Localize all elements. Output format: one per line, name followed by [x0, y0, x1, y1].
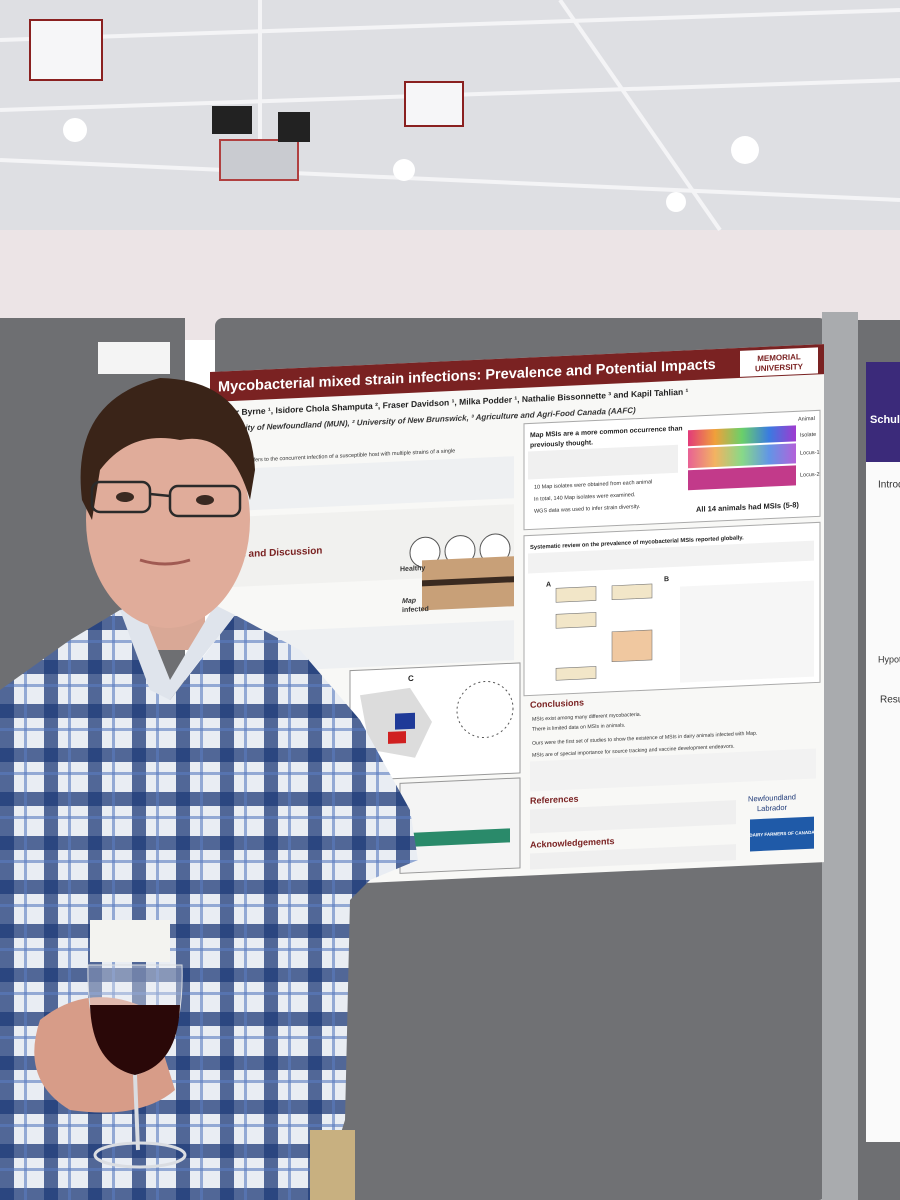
table-header: [410, 828, 510, 847]
bullet: 10 Map isolates were obtained from each …: [534, 479, 652, 490]
bridge: [149, 492, 171, 498]
glass-stem: [133, 1074, 140, 1151]
hair: [80, 378, 256, 520]
heatmap-row: [688, 443, 796, 469]
glass-base: [93, 1141, 187, 1169]
sponsor: Newfoundland: [748, 792, 796, 803]
side-poster: [866, 362, 900, 1142]
board-post: [822, 312, 858, 1200]
section-heading: Conclusions: [530, 697, 584, 709]
panel-label: A: [546, 581, 551, 588]
map-msis-text: previously thought.: [530, 439, 593, 449]
ceiling-light: [731, 136, 759, 164]
lens: [90, 480, 152, 514]
sponsor: Labrador: [757, 803, 788, 813]
ceiling-light: [63, 118, 87, 142]
panel-label: C: [408, 674, 414, 683]
flow-box: [555, 612, 597, 629]
references: [530, 800, 736, 834]
heatmap-label: Animal: [798, 416, 815, 423]
logo-text: UNIVERSITY: [755, 362, 804, 373]
panel-label: B: [664, 576, 669, 583]
truss: [0, 158, 900, 202]
section-heading: References: [530, 794, 579, 806]
text-block: [530, 748, 816, 792]
section-heading: ults and Discussion: [228, 546, 322, 561]
image-label: Healthy: [400, 565, 425, 573]
bullet: WGS data was used to infer strain divers…: [534, 504, 641, 515]
logo-box: [740, 347, 818, 377]
section-heading: Acknowledgements: [530, 836, 614, 850]
sponsor-logo: [750, 816, 814, 852]
heatmap-label: Isolate: [800, 432, 816, 439]
side-poster-section: Hypothe: [878, 654, 900, 664]
flow-diagram: [555, 583, 653, 681]
map-region: [388, 731, 406, 744]
conclusion: MSIs exist among many different mycobact…: [532, 712, 641, 723]
ceiling-light: [666, 192, 686, 212]
sponsor: DAIRY FARMERS OF CANADA: [749, 830, 815, 838]
flow-box: [611, 583, 653, 601]
side-poster-name: Schulich: [870, 414, 900, 426]
wine: [90, 1005, 180, 1075]
eye: [196, 495, 214, 505]
poster-header: [210, 344, 824, 402]
heatmap-label: Locus-2: [800, 472, 820, 479]
network: [456, 680, 514, 739]
acknowledgements: [530, 844, 736, 870]
side-poster-section: Introdu: [878, 480, 900, 491]
truss: [558, 0, 722, 232]
speaker: [212, 106, 252, 134]
tissue-band: [422, 576, 514, 587]
flow-box: [555, 586, 597, 603]
eye: [116, 492, 134, 502]
light-fixture: [29, 19, 103, 81]
name-badge: [90, 920, 170, 962]
text-block: [214, 456, 514, 512]
mouth: [139, 558, 191, 566]
trousers: [310, 1130, 355, 1200]
glasses: [90, 480, 242, 518]
side-poster-section: Resul: [880, 695, 900, 706]
board-sign: [98, 342, 170, 374]
heatmap-row: [688, 465, 796, 491]
map-region: [395, 712, 415, 730]
truss: [0, 8, 900, 42]
heatmap-label: Locus-1: [800, 450, 820, 457]
backboard: [219, 139, 299, 181]
image-label: Map: [402, 597, 417, 605]
tree-figure: [399, 777, 521, 874]
side-poster-header: [866, 362, 900, 462]
flow-box: [611, 629, 653, 663]
text-block: [528, 540, 814, 574]
bullet: In total, 140 Map isolates were examined…: [534, 492, 636, 503]
lens: [168, 484, 242, 518]
heatmap-row: [688, 425, 796, 447]
speaker: [278, 112, 310, 142]
text-block: [528, 444, 678, 480]
table: [680, 580, 814, 683]
face: [86, 412, 250, 628]
logo-text: MEMORIAL: [757, 352, 801, 363]
flow-box: [555, 666, 597, 681]
ceiling-light: [393, 159, 415, 181]
conclusion: There is limited data on MSIs in animals…: [532, 723, 625, 733]
image-label: infected: [402, 606, 429, 614]
light-fixture: [404, 81, 464, 127]
collar: [120, 605, 235, 700]
